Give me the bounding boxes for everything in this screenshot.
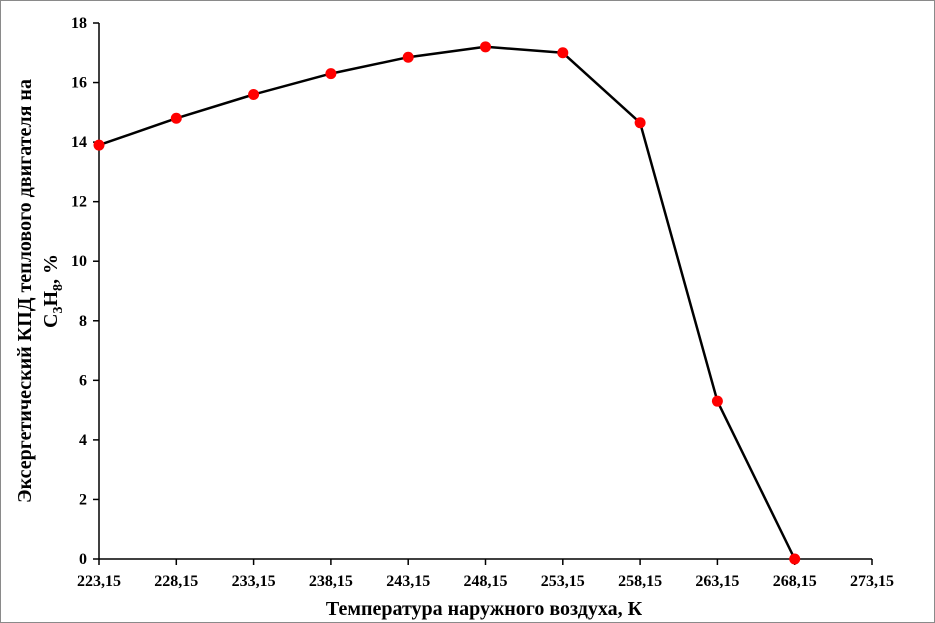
series-line	[98, 45, 796, 560]
x-tick-label: 273,15	[850, 573, 894, 590]
data-point	[557, 47, 569, 59]
x-tick-label: 228,15	[154, 573, 198, 590]
y-tick-label: 0	[79, 551, 87, 568]
y-tick-label: 6	[79, 372, 87, 389]
data-point	[325, 68, 337, 80]
x-tick-label: 233,15	[232, 573, 276, 590]
x-tick-label: 253,15	[541, 573, 585, 590]
x-ticks: 223,15 228,15 233,15 238,15 243,15 248,15 253,…	[77, 559, 894, 590]
data-point	[711, 395, 723, 407]
data-point	[634, 117, 646, 129]
y-tick-label: 10	[71, 253, 87, 270]
y-ticks: 0 2 4 6 8 10 12 14 16 18	[71, 15, 99, 568]
y-tick-label: 8	[79, 313, 87, 330]
x-tick-label: 263,15	[695, 573, 739, 590]
y-label-sub2: 8	[51, 284, 66, 291]
data-point	[789, 553, 801, 565]
y-axis-label-line2: C3H8, %	[40, 254, 66, 328]
y-tick-label: 4	[79, 432, 87, 449]
x-tick-label: 248,15	[464, 573, 508, 590]
y-tick-label: 12	[71, 194, 87, 211]
y-axis-label-line1: Эксергетический КПД теплового двигателя …	[14, 79, 36, 503]
y-label-c: C	[40, 314, 62, 328]
y-tick-label: 18	[71, 15, 87, 32]
y-label-h: H	[40, 291, 62, 307]
x-tick-label: 238,15	[309, 573, 353, 590]
y-label-suffix: , %	[40, 254, 62, 284]
data-point	[248, 88, 260, 100]
x-axis-label: Температура наружного воздуха, К	[326, 598, 643, 620]
data-point	[402, 51, 414, 63]
x-tick-label: 223,15	[77, 573, 121, 590]
y-tick-label: 14	[71, 134, 87, 151]
x-tick-label: 243,15	[386, 573, 430, 590]
y-label-sub1: 3	[51, 307, 66, 314]
data-point	[93, 139, 105, 151]
x-tick-label: 258,15	[618, 573, 662, 590]
data-point	[170, 112, 182, 124]
series-group	[93, 41, 801, 565]
y-tick-label: 2	[79, 491, 87, 508]
data-point	[480, 41, 491, 53]
y-tick-label: 16	[71, 75, 87, 92]
x-tick-label: 268,15	[773, 573, 817, 590]
y-axis-label: Эксергетический КПД теплового двигателя …	[14, 79, 66, 503]
